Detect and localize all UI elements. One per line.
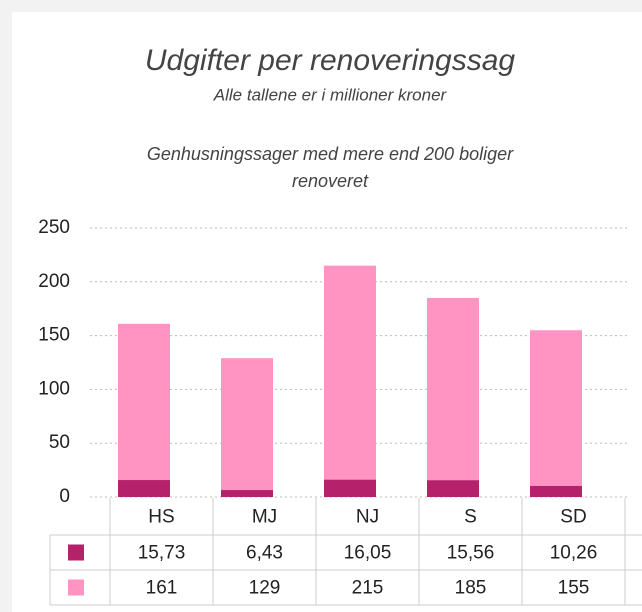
bar [530, 330, 582, 497]
bar [118, 480, 170, 497]
bar [324, 479, 376, 497]
data-label: 185 [455, 578, 487, 599]
x-tick-label: SD [560, 507, 586, 528]
legend-swatch [68, 579, 84, 596]
data-label: 15,73 [138, 543, 186, 564]
legend-swatch [68, 544, 84, 561]
chart-title: Udgifter per renoveringssag [145, 44, 516, 77]
data-label: 16,05 [344, 543, 392, 564]
y-tick-label: 200 [38, 271, 70, 292]
data-label: 155 [558, 578, 590, 599]
y-tick-label: 100 [38, 378, 70, 399]
bar [427, 480, 479, 497]
x-tick-label: HS [148, 507, 174, 528]
bar [530, 485, 582, 497]
bar [118, 323, 170, 497]
annotation: Genhusningssager med mere end 200 bolige… [147, 144, 514, 164]
data-label: 6,43 [246, 543, 283, 564]
y-tick-label: 50 [49, 432, 70, 453]
data-label: 129 [249, 578, 281, 599]
x-tick-label: S [464, 507, 477, 528]
annotation: renoveret [292, 171, 369, 191]
chart-subtitle: Alle tallene er i millioner kroner [213, 85, 448, 104]
x-tick-label: NJ [356, 507, 379, 528]
bar [324, 265, 376, 497]
bar [427, 297, 479, 497]
data-label: 10,26 [550, 543, 598, 564]
data-label: 161 [146, 578, 178, 599]
bar [221, 358, 273, 497]
y-tick-label: 0 [59, 486, 70, 507]
bar [221, 490, 273, 497]
x-tick-label: MJ [252, 507, 277, 528]
y-tick-label: 150 [38, 325, 70, 346]
data-label: 215 [352, 578, 384, 599]
data-label: 15,56 [447, 543, 495, 564]
y-tick-label: 250 [38, 217, 70, 238]
